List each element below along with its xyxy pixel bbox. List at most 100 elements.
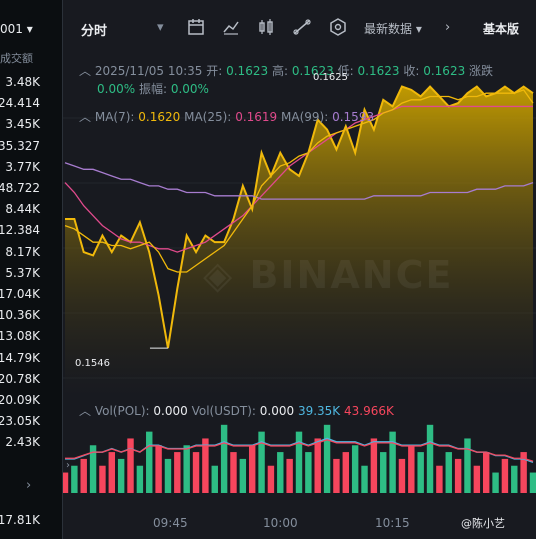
volume-bar bbox=[492, 472, 499, 493]
volume-bar bbox=[267, 465, 275, 493]
volume-bar bbox=[286, 458, 293, 493]
price-area bbox=[65, 86, 533, 398]
change-legend: 0.00% 振幅: 0.00% bbox=[97, 82, 209, 96]
collapse-chevron-icon[interactable]: ︿ bbox=[79, 110, 92, 124]
time-axis: 09:45 10:00 10:15 @陈小艺 bbox=[63, 508, 536, 539]
indicator-icon[interactable] bbox=[220, 16, 242, 38]
list-item[interactable]: 35.327 bbox=[0, 138, 40, 153]
volume-bar bbox=[127, 438, 134, 493]
panel-divider bbox=[62, 0, 63, 539]
volume-bar bbox=[108, 452, 116, 493]
volume-bar bbox=[220, 424, 228, 493]
chevron-right-icon[interactable]: › bbox=[445, 20, 451, 35]
list-item[interactable]: 14.79K bbox=[0, 350, 40, 365]
list-item[interactable]: 17.04K bbox=[0, 287, 40, 301]
time-tick: 10:15 bbox=[375, 516, 410, 530]
list-item[interactable]: 24.414 bbox=[0, 96, 40, 111]
volume-bar bbox=[99, 465, 106, 493]
settings-hexagon-icon[interactable] bbox=[327, 16, 349, 38]
volume-bar bbox=[333, 458, 340, 493]
volume-column-header: 成交额 bbox=[0, 52, 33, 65]
volume-bar bbox=[482, 452, 490, 493]
volume-bar bbox=[164, 458, 172, 493]
list-item[interactable]: 8.17K bbox=[5, 244, 40, 259]
ma25-line bbox=[64, 105, 533, 253]
volume-bar bbox=[239, 458, 247, 493]
list-item[interactable]: 2.43K bbox=[5, 435, 40, 450]
volume-bar bbox=[117, 458, 125, 493]
volume-bar bbox=[211, 465, 218, 493]
ma-legend: ︿ MA(7): 0.1620 MA(25): 0.1619 MA(99): 0… bbox=[79, 110, 375, 124]
volume-bar bbox=[361, 465, 368, 493]
time-tick: 10:00 bbox=[263, 516, 298, 530]
list-item[interactable]: 3.45K bbox=[5, 117, 40, 132]
list-item[interactable]: 10.36K bbox=[0, 308, 40, 323]
list-item: 17.81K bbox=[0, 513, 40, 527]
volume-bar bbox=[501, 458, 509, 493]
list-item[interactable]: 23.05K bbox=[0, 414, 40, 429]
low-price-marker: 0.1546 bbox=[75, 358, 110, 369]
volume-bar bbox=[71, 465, 78, 493]
ohlc-legend: ︿ 2025/11/05 10:35 开: 0.1623 高: 0.1623 低… bbox=[79, 64, 494, 78]
basic-version-tab[interactable]: 基本版 bbox=[483, 22, 520, 36]
volume-bar bbox=[258, 431, 265, 493]
volume-bar bbox=[136, 465, 144, 493]
volume-bar bbox=[323, 424, 331, 493]
list-item[interactable]: 48.722 bbox=[0, 181, 40, 195]
candlestick-icon[interactable] bbox=[255, 16, 277, 38]
latest-data-dropdown[interactable]: 最新数据 ▾ bbox=[364, 22, 422, 36]
volume-bar bbox=[295, 431, 303, 493]
list-item[interactable]: 13.08K bbox=[0, 329, 40, 344]
time-tick: 09:45 bbox=[153, 516, 188, 530]
author-watermark: @陈小艺 bbox=[461, 517, 505, 530]
volume-bar bbox=[305, 452, 312, 493]
volume-bar bbox=[408, 445, 415, 493]
interval-selector[interactable]: 分时 bbox=[81, 24, 108, 39]
volume-bar bbox=[511, 465, 518, 493]
calendar-icon[interactable] bbox=[185, 16, 207, 38]
list-item[interactable]: 8.44K bbox=[5, 202, 40, 217]
list-item[interactable]: 12.384 bbox=[0, 223, 40, 238]
list-item[interactable]: 3.77K bbox=[5, 159, 40, 174]
volume-legend: ︿ Vol(POL): 0.000 Vol(USDT): 0.000 39.35… bbox=[79, 404, 394, 418]
volume-bar bbox=[520, 452, 527, 493]
price-chart[interactable]: ◈ BINANCE ︿ 2025/11/05 10:35 开: 0.1623 高… bbox=[63, 58, 536, 398]
volume-bar bbox=[426, 424, 434, 493]
volume-bar bbox=[380, 452, 387, 493]
volume-bar bbox=[230, 452, 237, 493]
volume-bar bbox=[202, 438, 209, 493]
volume-bar bbox=[370, 438, 378, 493]
chevron-right-icon[interactable]: › bbox=[66, 460, 70, 471]
exchange-watermark: ◈ BINANCE bbox=[203, 253, 454, 297]
collapse-chevron-icon[interactable]: ︿ bbox=[79, 64, 92, 78]
volume-bar bbox=[473, 465, 481, 493]
price-line bbox=[65, 85, 534, 349]
list-item[interactable]: 20.78K bbox=[0, 371, 40, 386]
chevron-right-icon[interactable]: › bbox=[26, 478, 32, 493]
volume-bar bbox=[248, 445, 256, 493]
volume-bar bbox=[277, 452, 284, 493]
market-list-panel: 001 ▾ 成交额 3.48K 24.414 3.45K 35.327 3.77K 48.… bbox=[0, 0, 62, 539]
list-item[interactable]: 3.48K bbox=[5, 75, 40, 89]
high-price-marker: 0.1625 bbox=[313, 72, 348, 83]
volume-bar bbox=[454, 458, 462, 493]
volume-bar bbox=[436, 465, 443, 493]
volume-bar bbox=[314, 438, 321, 493]
pair-header[interactable]: 001 ▾ bbox=[0, 22, 33, 36]
list-item[interactable]: 5.37K bbox=[5, 265, 40, 280]
chart-panel: 分时 ▾ 最新数据 ▾ › 基本版 ◈ BINANCE ︿ 2025/11/05… bbox=[63, 0, 536, 539]
volume-bar bbox=[192, 452, 200, 493]
volume-bar bbox=[155, 445, 162, 493]
volume-ma2-line bbox=[65, 439, 534, 462]
volume-bar bbox=[89, 445, 97, 493]
volume-bar bbox=[146, 431, 153, 493]
chevron-down-icon[interactable]: ▾ bbox=[157, 20, 164, 35]
volume-chart[interactable]: ︿ Vol(POL): 0.000 Vol(USDT): 0.000 39.35… bbox=[63, 398, 536, 498]
collapse-chevron-icon[interactable]: ︿ bbox=[79, 404, 92, 418]
drawing-tools-icon[interactable] bbox=[291, 16, 313, 38]
volume-bar bbox=[445, 452, 452, 493]
ma7-line bbox=[64, 89, 534, 273]
volume-bar bbox=[80, 458, 87, 493]
list-item[interactable]: 20.09K bbox=[0, 393, 40, 407]
volume-bar bbox=[529, 472, 536, 493]
